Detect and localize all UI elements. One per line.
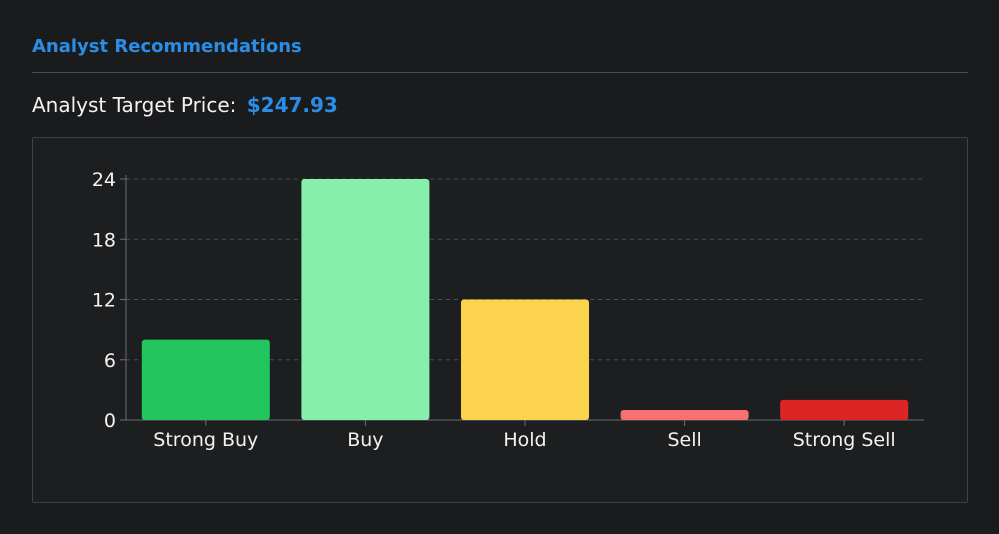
x-tick-label-hold: Hold bbox=[503, 429, 546, 451]
target-price-value: $247.93 bbox=[246, 93, 338, 117]
bar-buy bbox=[301, 179, 430, 420]
x-tick-label-strong-sell: Strong Sell bbox=[793, 429, 896, 451]
y-tick-label: 0 bbox=[104, 410, 116, 432]
y-tick-label: 18 bbox=[92, 229, 116, 251]
section-title: Analyst Recommendations bbox=[32, 36, 302, 57]
x-tick-label-strong-buy: Strong Buy bbox=[153, 429, 258, 451]
y-tick-label: 12 bbox=[92, 290, 116, 312]
bar-strong-sell bbox=[780, 399, 909, 420]
target-price-row: Analyst Target Price: $247.93 bbox=[32, 93, 338, 117]
y-tick-label: 24 bbox=[92, 169, 116, 191]
target-price-label: Analyst Target Price: bbox=[32, 93, 237, 117]
x-tick-label-buy: Buy bbox=[347, 429, 383, 451]
y-tick-label: 6 bbox=[104, 350, 116, 372]
chart-panel: 0 6 12 18 24 Strong Buy Buy Hold Sell Strong Sell bbox=[32, 137, 968, 503]
recommendations-bar-chart: 0 6 12 18 24 Strong Buy Buy Hold Sell Strong Sell bbox=[92, 169, 924, 451]
bar-sell bbox=[620, 409, 749, 420]
bar-hold bbox=[461, 299, 589, 420]
bar-strong-buy bbox=[141, 339, 270, 420]
x-tick-label-sell: Sell bbox=[667, 429, 701, 451]
divider bbox=[32, 72, 968, 73]
